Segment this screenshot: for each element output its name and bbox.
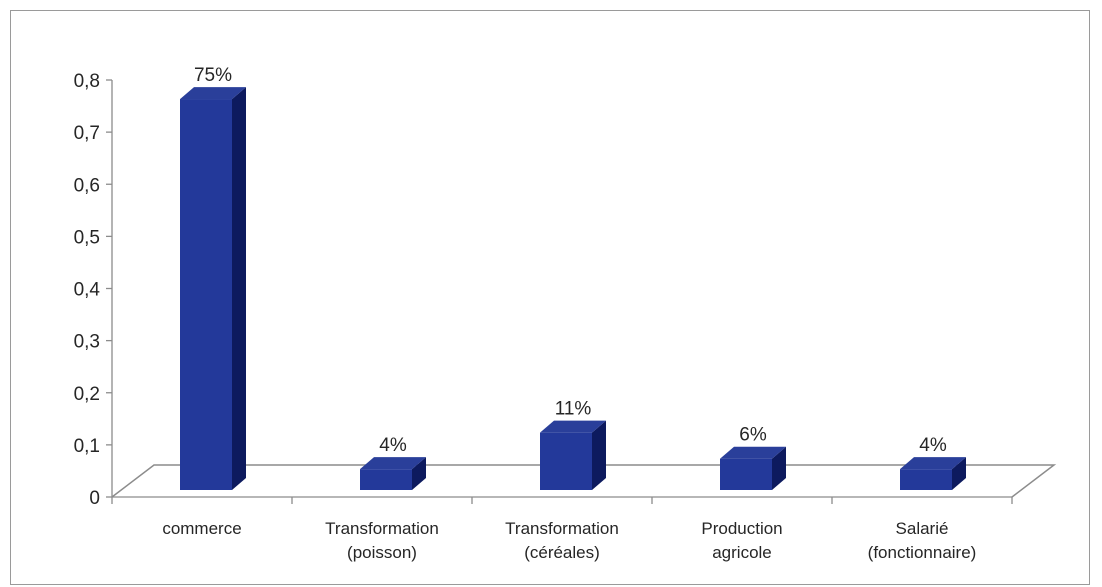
bar-top-face bbox=[360, 457, 426, 470]
bar-1 bbox=[180, 87, 246, 490]
bar-top-face bbox=[720, 446, 786, 459]
x-category-label: Transformation (céréales) bbox=[505, 519, 619, 562]
data-label: 6% bbox=[739, 425, 767, 446]
bar-side-face bbox=[772, 446, 786, 490]
y-tick-label: 0,5 bbox=[74, 227, 100, 248]
chart-labels: 75% commerce 4% Transformation (poisson) 11% T… bbox=[162, 65, 976, 562]
x-category-label: Salarié (fonctionnaire) bbox=[868, 519, 977, 562]
y-tick-label: 0,3 bbox=[74, 332, 100, 353]
bar-top-face bbox=[900, 457, 966, 470]
bar-front-face bbox=[540, 432, 592, 490]
y-tick-label: 0,1 bbox=[74, 436, 100, 457]
chart-bars bbox=[180, 87, 966, 490]
chart-axes: 0 0,1 0,2 0,3 0,4 0,5 0,6 0,7 0,8 bbox=[74, 71, 1013, 509]
y-tick-label: 0 bbox=[89, 488, 100, 509]
bar-4 bbox=[720, 446, 786, 490]
data-label: 4% bbox=[379, 435, 407, 456]
x-category-label: Transformation (poisson) bbox=[325, 519, 439, 562]
bar-top-face bbox=[180, 87, 246, 100]
bar-front-face bbox=[180, 99, 232, 490]
bar-5 bbox=[900, 457, 966, 490]
bar-side-face bbox=[232, 87, 246, 490]
bar-side-face bbox=[412, 457, 426, 490]
y-tick-label: 0,4 bbox=[74, 280, 101, 301]
bar-front-face bbox=[720, 458, 772, 490]
bar-side-face bbox=[592, 420, 606, 490]
y-tick-label: 0,7 bbox=[74, 123, 100, 144]
y-tick-label: 0,8 bbox=[74, 71, 100, 92]
bar-3 bbox=[540, 420, 606, 490]
data-label: 75% bbox=[194, 65, 232, 86]
data-label: 4% bbox=[919, 435, 947, 456]
bar-front-face bbox=[360, 469, 412, 490]
bar-side-face bbox=[952, 457, 966, 490]
data-label: 11% bbox=[555, 399, 592, 420]
bar-top-face bbox=[540, 420, 606, 433]
bar-front-face bbox=[900, 469, 952, 490]
x-category-label: Production agricole bbox=[701, 519, 782, 562]
y-tick-label: 0,6 bbox=[74, 175, 100, 196]
y-tick-label: 0,2 bbox=[74, 384, 100, 405]
x-category-label: commerce bbox=[162, 519, 241, 538]
bar-2 bbox=[360, 457, 426, 490]
